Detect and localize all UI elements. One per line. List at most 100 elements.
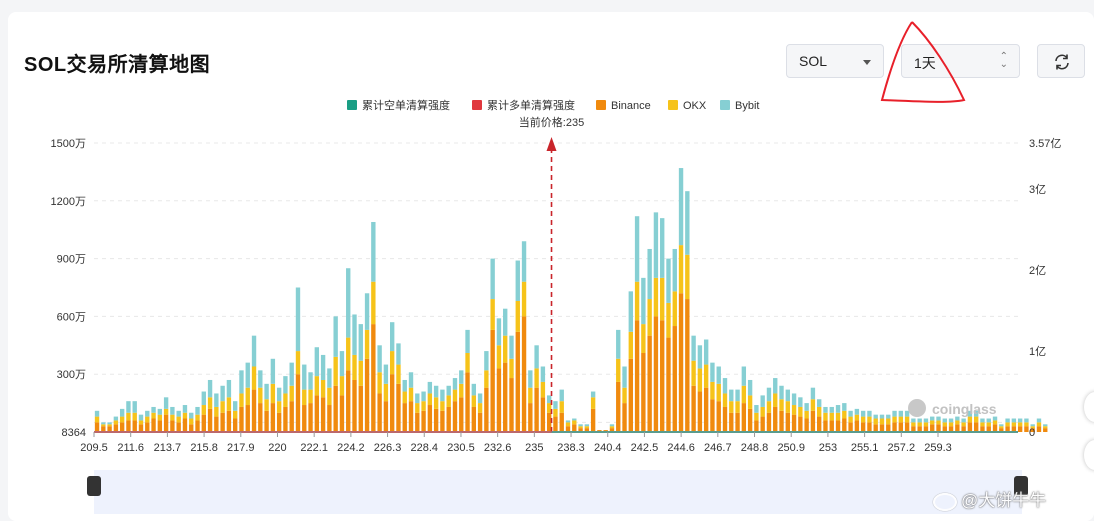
bybit-bar	[923, 418, 929, 423]
bybit-bar	[716, 366, 721, 384]
binance-bar	[308, 403, 313, 432]
okx-bar	[754, 412, 759, 421]
binance-bar	[314, 395, 320, 432]
binance-bar	[691, 385, 696, 432]
bybit-bar	[559, 389, 564, 402]
refresh-button[interactable]	[1037, 44, 1085, 78]
okx-bar	[817, 406, 822, 417]
coinglass-logo-text: coinglass	[932, 401, 997, 417]
binance-bar	[176, 422, 181, 432]
binance-bar	[804, 418, 809, 432]
bybit-bar	[967, 410, 973, 417]
bybit-bar	[565, 420, 571, 423]
okx-bar	[207, 397, 213, 409]
okx-bar	[145, 416, 150, 423]
bybit-bar	[622, 366, 627, 388]
okx-bar	[358, 360, 363, 386]
symbol-select[interactable]: SOL	[786, 44, 884, 78]
binance-bar	[898, 422, 904, 432]
binance-bar	[245, 405, 250, 432]
bybit-bar	[421, 391, 426, 402]
binance-bar	[477, 412, 483, 432]
okx-bar	[101, 424, 106, 427]
binance-bar	[182, 418, 188, 432]
x-tick-label: 209.5	[80, 442, 108, 454]
legend-label: Bybit	[735, 100, 759, 112]
bybit-bar	[917, 418, 922, 423]
side-control-top[interactable]	[1084, 392, 1094, 422]
okx-bar	[339, 376, 345, 396]
bybit-bar	[101, 422, 106, 425]
okx-bar	[835, 412, 841, 421]
okx-bar	[999, 426, 1004, 429]
bybit-bar	[189, 412, 194, 419]
bybit-bar	[258, 370, 263, 388]
binance-bar	[396, 383, 401, 432]
okx-bar	[685, 254, 690, 300]
okx-bar	[126, 412, 131, 421]
binance-bar	[584, 428, 590, 432]
bybit-bar	[182, 405, 188, 413]
binance-bar	[151, 418, 156, 432]
binance-bar	[201, 414, 206, 432]
binance-bar	[716, 401, 721, 432]
bybit-bar	[590, 391, 596, 398]
okx-bar	[389, 351, 395, 375]
binance-bar	[835, 420, 841, 432]
binance-bar	[760, 416, 765, 432]
okx-bar	[503, 335, 508, 363]
okx-bar	[320, 379, 326, 398]
watermark-text: @大饼牛牛	[961, 491, 1047, 510]
okx-bar	[986, 422, 991, 427]
okx-bar	[490, 299, 495, 330]
binance-bar	[653, 316, 659, 432]
okx-bar	[509, 358, 514, 379]
y-left-tick-label: 8364	[62, 427, 86, 439]
binance-bar	[214, 416, 219, 432]
binance-bar	[126, 420, 131, 432]
binance-bar	[955, 424, 960, 432]
okx-bar	[352, 354, 357, 380]
x-tick-label: 257.2	[888, 442, 916, 454]
binance-bar	[942, 426, 947, 432]
okx-bar	[377, 372, 382, 394]
okx-bar	[634, 281, 640, 321]
binance-bar	[389, 374, 395, 432]
okx-bar	[283, 393, 288, 407]
bybit-bar	[440, 389, 445, 402]
bybit-bar	[835, 405, 841, 413]
binance-bar	[346, 370, 351, 432]
okx-bar	[886, 418, 891, 425]
okx-bar	[415, 403, 420, 413]
bybit-bar	[546, 395, 552, 404]
binance-bar	[258, 403, 263, 432]
okx-bar	[226, 397, 232, 411]
period-select[interactable]: 1天 ⌃ ⌄	[901, 44, 1020, 78]
binance-bar	[634, 320, 640, 432]
binance-bar	[848, 422, 853, 432]
legend-swatch	[720, 100, 730, 110]
binance-bar	[710, 399, 715, 432]
x-tick-label: 259.3	[924, 442, 952, 454]
bybit-bar	[515, 260, 520, 301]
bybit-bar	[810, 387, 816, 400]
okx-bar	[729, 401, 734, 413]
bybit-bar	[722, 378, 728, 394]
bybit-bar	[842, 403, 847, 411]
bybit-bar	[214, 393, 219, 407]
bybit-bar	[314, 347, 320, 377]
binance-bar	[251, 389, 257, 432]
bybit-bar	[911, 418, 916, 423]
okx-bar	[660, 277, 665, 321]
okx-bar	[113, 420, 119, 425]
bybit-bar	[113, 416, 119, 421]
bybit-bar	[251, 335, 257, 367]
okx-bar	[917, 422, 922, 427]
bybit-bar	[276, 387, 282, 402]
binance-bar	[559, 412, 564, 432]
side-control-bottom[interactable]	[1084, 440, 1094, 470]
binance-bar	[452, 401, 458, 432]
okx-bar	[842, 410, 847, 419]
bybit-bar	[477, 393, 483, 404]
okx-bar	[402, 391, 407, 404]
